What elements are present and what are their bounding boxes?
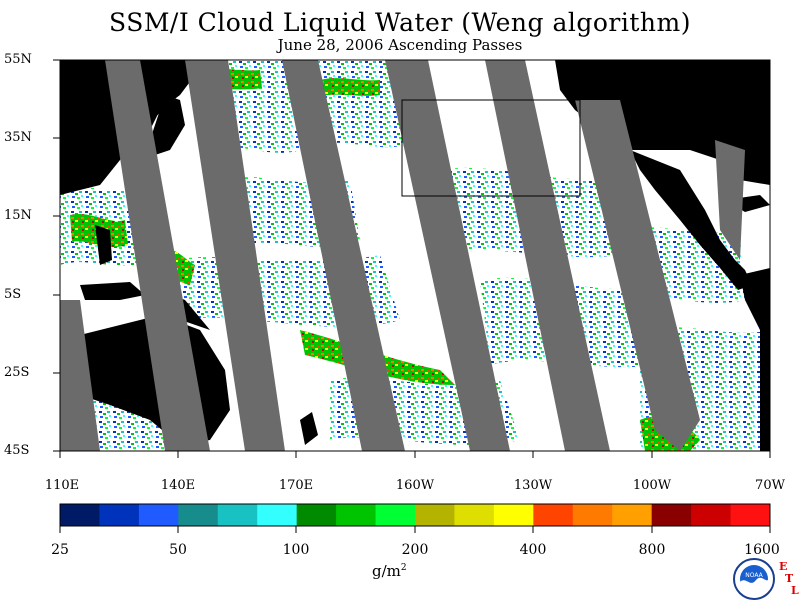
colorbar-label-50: 50	[169, 542, 187, 558]
lat-label-55n: 55N	[4, 52, 32, 67]
colorbar-label-400: 400	[519, 542, 547, 558]
colorbar-swatch	[217, 504, 258, 526]
colorbar-swatch	[296, 504, 337, 526]
colorbar-swatch	[415, 504, 455, 526]
colorbar-label-800: 800	[638, 542, 666, 558]
colorbar-label-100: 100	[282, 542, 310, 558]
colorbar-swatch	[730, 504, 771, 526]
lat-label-45s: 45S	[4, 443, 30, 458]
lon-label-110e: 110E	[44, 478, 80, 493]
etl-logo: E T L	[779, 560, 799, 597]
no-data-swaths	[60, 60, 745, 451]
noaa-logo-icon: NOAA	[733, 558, 775, 600]
map-plot-area	[60, 60, 770, 451]
colorbar-swatch	[454, 504, 495, 526]
lat-label-25s: 25S	[4, 365, 30, 380]
svg-text:NOAA: NOAA	[745, 572, 763, 579]
colorbar-units: g/m2	[372, 562, 407, 580]
colorbar-swatch	[60, 504, 100, 526]
lat-label-5s: 5S	[4, 287, 22, 302]
map-subtitle: June 28, 2006 Ascending Passes	[277, 36, 523, 54]
lon-label-130w: 130W	[513, 478, 553, 493]
colorbar-ticks	[59, 526, 771, 533]
colorbar-label-1600: 1600	[744, 542, 780, 558]
colorbar-swatch	[651, 504, 692, 526]
lon-label-140e: 140E	[160, 478, 196, 493]
map-title: SSM/I Cloud Liquid Water (Weng algorithm…	[109, 8, 691, 37]
colorbar-swatch	[257, 504, 298, 526]
lon-label-160w: 160W	[395, 478, 435, 493]
colorbar-swatch	[533, 504, 574, 526]
lon-label-70w: 70W	[755, 478, 785, 493]
colorbar-swatch	[691, 504, 732, 526]
colorbar-swatch	[336, 504, 377, 526]
colorbar-swatch	[612, 504, 653, 526]
lon-label-170e: 170E	[278, 478, 314, 493]
axis-ticks	[53, 59, 771, 458]
lat-label-35n: 35N	[4, 130, 32, 145]
colorbar	[59, 503, 771, 527]
colorbar-swatch	[493, 504, 534, 526]
lat-label-15n: 15N	[4, 208, 32, 223]
colorbar-label-25: 25	[51, 542, 69, 558]
region-outline-box	[401, 99, 581, 197]
lon-label-100w: 100W	[632, 478, 672, 493]
colorbar-swatch	[138, 504, 179, 526]
colorbar-label-200: 200	[401, 542, 429, 558]
colorbar-swatch	[375, 504, 416, 526]
colorbar-swatch	[178, 504, 219, 526]
colorbar-swatch	[572, 504, 613, 526]
colorbar-swatch	[99, 504, 140, 526]
